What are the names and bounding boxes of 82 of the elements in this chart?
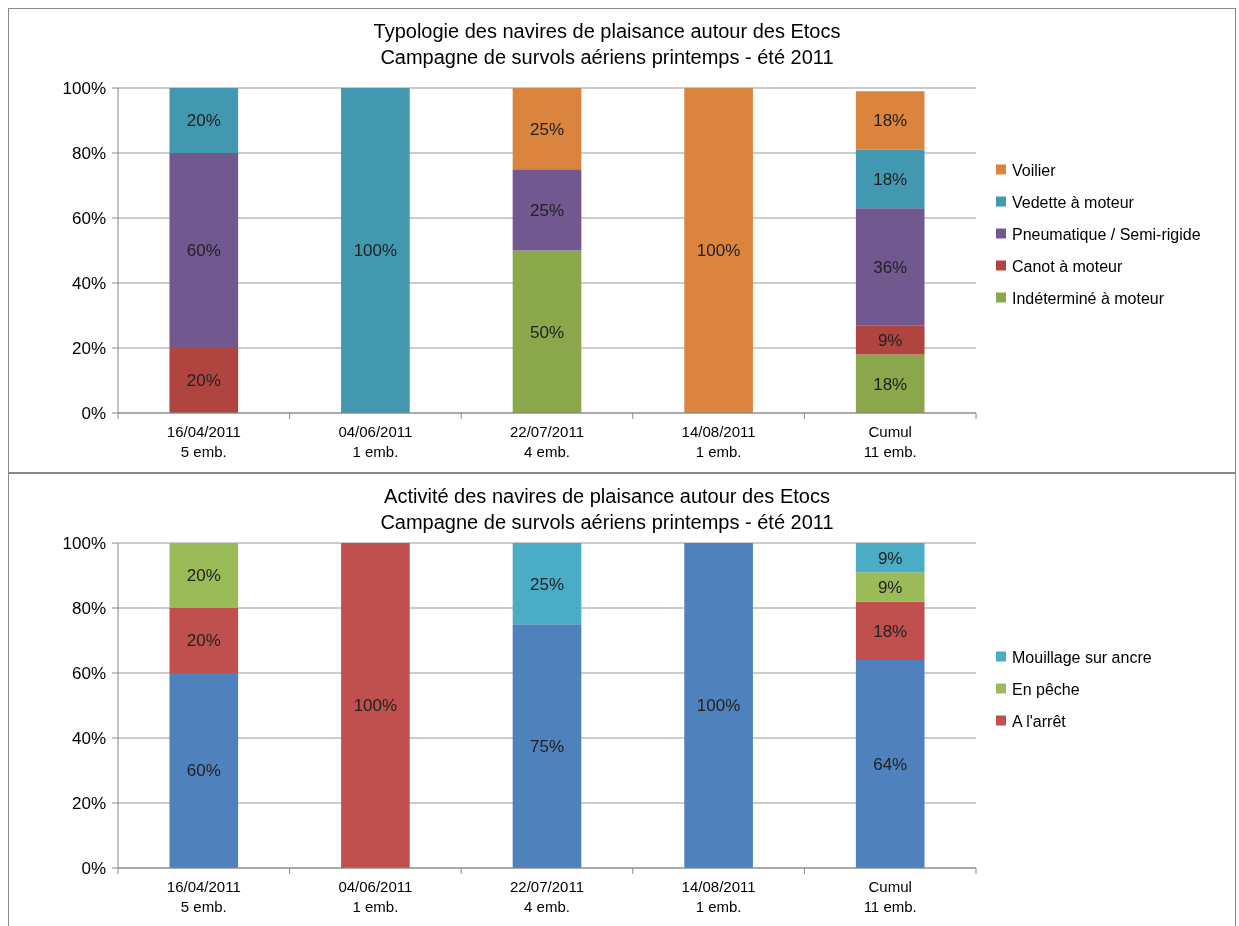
bar — [169, 608, 239, 673]
chart-title: Activité des navires de plaisance autour des Etocs — [384, 485, 830, 507]
x-tick-label: 22/07/2011 4 emb. — [510, 878, 584, 915]
chart-subtitle: Campagne de survols aériens printemps - été 2011 — [380, 46, 834, 68]
bar — [512, 543, 582, 625]
data-label: 18% — [873, 621, 908, 641]
data-label: 100% — [353, 696, 398, 716]
data-label: 20% — [186, 566, 221, 586]
x-tick-label: 22/07/2011 4 emb. — [510, 423, 584, 460]
y-tick-label: 100% — [62, 78, 106, 98]
y-tick-label: 40% — [71, 728, 106, 748]
data-label: 20% — [186, 111, 221, 131]
data-label: 25% — [529, 200, 565, 220]
data-label: 18% — [873, 169, 908, 189]
bar — [855, 601, 925, 660]
bar — [341, 88, 410, 413]
y-tick-label: 60% — [71, 208, 106, 228]
bar — [855, 208, 925, 326]
y-tick-label: 0% — [81, 858, 106, 878]
y-tick-label: 20% — [71, 338, 106, 358]
legend-label: Pneumatique / Semi-rigide — [1012, 226, 1201, 244]
bar — [169, 348, 239, 413]
bar — [341, 543, 410, 868]
x-tick-label: 16/04/2011 5 emb. — [166, 423, 241, 460]
data-label: 9% — [877, 330, 903, 350]
data-label: 18% — [873, 111, 908, 131]
bar — [855, 91, 925, 150]
chart-title: Typologie des navires de plaisance autour des Etocs — [373, 20, 841, 42]
y-tick-label: 0% — [81, 403, 106, 423]
data-label: 75% — [529, 737, 565, 757]
legend-label: En pêche — [1012, 681, 1080, 699]
data-label: 36% — [873, 257, 908, 277]
legend-label: Vedette à moteur — [1012, 194, 1135, 212]
legend-label: Canot à moteur — [1012, 258, 1123, 276]
chart-subtitle: Campagne de survols aériens printemps - été 2011 — [380, 511, 834, 533]
y-tick-label: 80% — [71, 143, 106, 163]
data-label: 9% — [877, 548, 903, 568]
x-tick-label: 14/08/2011 1 emb. — [681, 423, 756, 460]
bar — [169, 543, 239, 608]
bar — [855, 543, 925, 573]
data-label: 20% — [186, 371, 221, 391]
bar — [855, 660, 925, 868]
x-tick-label: 04/06/2011 1 emb. — [338, 878, 413, 915]
data-label: 25% — [529, 574, 565, 594]
bar — [169, 153, 239, 348]
data-label: 9% — [877, 577, 903, 597]
legend-label: A l'arrêt — [1012, 713, 1067, 731]
y-tick-label: 60% — [71, 663, 106, 683]
data-label: 100% — [696, 241, 741, 261]
data-label: 20% — [186, 631, 221, 651]
data-label: 100% — [353, 241, 398, 261]
x-tick-label: 14/08/2011 1 emb. — [681, 878, 756, 915]
y-tick-label: 20% — [71, 793, 106, 813]
bar — [684, 88, 753, 413]
x-tick-label: Cumul 11 emb. — [863, 878, 917, 915]
bar — [512, 88, 582, 170]
bar — [684, 543, 753, 868]
bar — [169, 88, 239, 153]
data-label: 60% — [186, 241, 221, 261]
data-label: 25% — [529, 119, 565, 139]
data-label: 100% — [696, 696, 741, 716]
data-label: 50% — [529, 322, 565, 342]
x-tick-label: 04/06/2011 1 emb. — [338, 423, 413, 460]
legend-label: Indéterminé à moteur — [1012, 290, 1165, 308]
legend-label: Voilier — [1012, 162, 1057, 180]
bar — [855, 354, 925, 413]
y-tick-label: 40% — [71, 273, 106, 293]
bar — [855, 149, 925, 209]
data-label: 64% — [873, 754, 908, 774]
bar — [512, 169, 582, 251]
y-tick-label: 100% — [62, 533, 106, 553]
data-label: 60% — [186, 761, 221, 781]
bar — [512, 250, 582, 413]
x-tick-label: 16/04/2011 5 emb. — [166, 878, 241, 915]
y-tick-label: 80% — [71, 598, 106, 618]
data-label: 18% — [873, 374, 908, 394]
x-tick-label: Cumul 11 emb. — [863, 423, 917, 460]
bar — [855, 325, 925, 355]
bar — [512, 624, 582, 868]
bar — [855, 572, 925, 602]
bar — [169, 673, 239, 868]
legend-label: Mouillage sur ancre — [1012, 649, 1152, 667]
